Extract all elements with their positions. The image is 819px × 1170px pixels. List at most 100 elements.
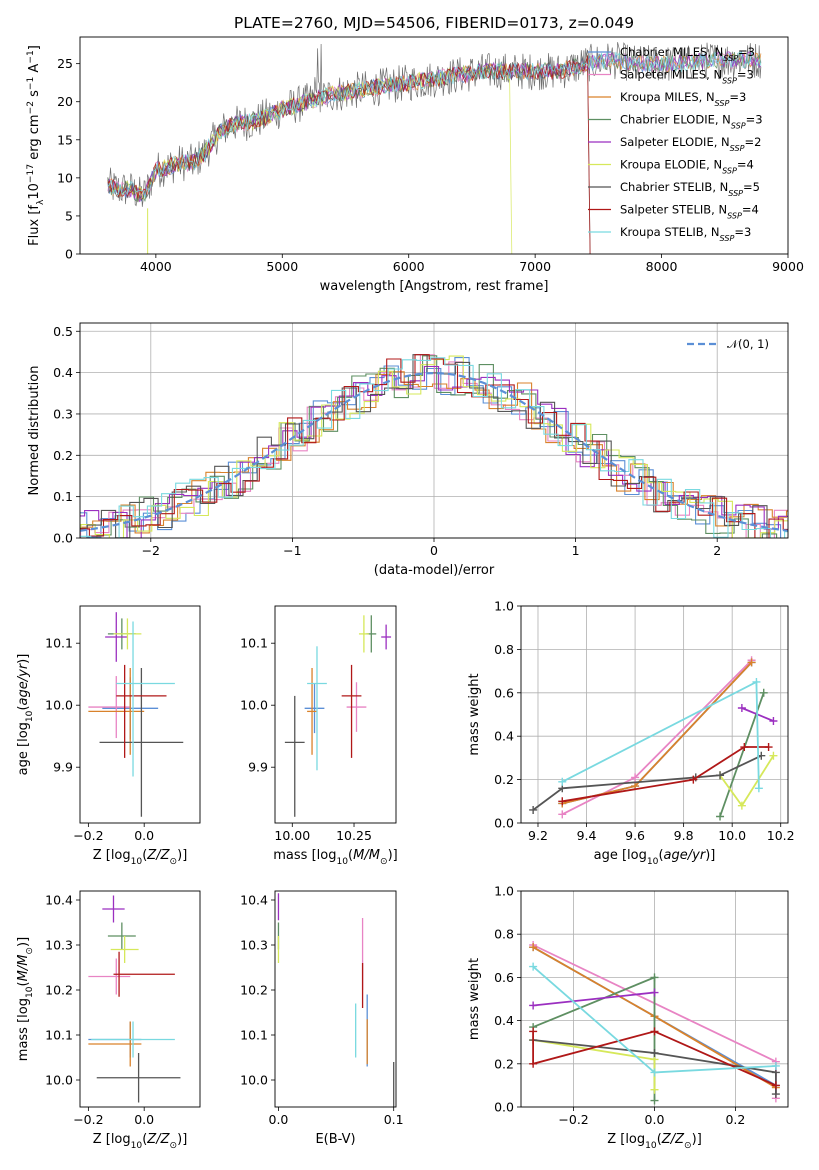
series-point-marker: [771, 1081, 780, 1090]
x-axis-label: Z [log10(Z/Z⊙)]: [93, 848, 188, 867]
histogram-step-line: [80, 371, 788, 534]
x-axis-label: (data-model)/error: [374, 563, 495, 578]
series-point-marker: [558, 777, 567, 786]
x-tick-label: −0.2: [558, 1112, 588, 1127]
axes-frame: [79, 322, 789, 539]
series-point-marker: [752, 677, 761, 686]
y-tick-label: 0.6: [494, 970, 514, 985]
observed-spectrum-line: [107, 42, 762, 207]
histogram-step-line: [80, 355, 788, 538]
x-tick-label: 9.8: [674, 828, 694, 843]
y-tick-label: 0.6: [494, 685, 514, 700]
x-tick-label: 10.2: [767, 828, 795, 843]
y-tick-label: 0.2: [53, 448, 73, 463]
series-point-marker: [769, 751, 778, 760]
y-tick-label: 0.0: [494, 1100, 514, 1115]
series-point-marker: [740, 743, 749, 752]
legend-label: Chabrier STELIB, NSSP=5: [620, 180, 760, 198]
y-tick-label: 10.1: [240, 636, 268, 651]
y-tick-label: 0.5: [53, 324, 73, 339]
y-tick-label: 0.1: [53, 489, 73, 504]
x-tick-label: 0.1: [384, 1112, 404, 1127]
y-tick-label: 10.4: [45, 893, 73, 908]
x-tick-label: 8000: [646, 259, 678, 274]
axes-frame: [79, 890, 201, 1108]
y-tick-label: 0.0: [53, 531, 73, 546]
legend-label: Salpeter STELIB, NSSP=4: [620, 203, 759, 221]
y-tick-label: 10.0: [45, 1073, 73, 1088]
axes-frame: [79, 605, 201, 824]
x-axis-label: Z [log10(Z/Z⊙)]: [93, 1132, 188, 1151]
gaussian-reference-line: [80, 371, 788, 532]
y-axis-label: Flux [fλ10−17 erg cm−2 s−1 A−1]: [26, 45, 46, 246]
legend-label: Kroupa STELIB, NSSP=3: [620, 225, 751, 243]
mass-weight-vs-z-panel: −0.2 0.0 0.2 0.0 0.2 0.4 0.6 0.8 1.0 Z [log10(Z/Z…: [467, 884, 789, 1151]
series-line: [532, 1030, 777, 1087]
x-axis-label: age [log10(age/yr)]: [594, 848, 716, 867]
y-tick-label: 0.4: [494, 729, 514, 744]
axes-frame: [274, 605, 397, 824]
series-line: [532, 976, 656, 1101]
y-tick-label: 0.0: [494, 816, 514, 831]
y-axis-label: mass [log10(M/M⊙)]: [16, 937, 35, 1061]
x-tick-label: 10.00: [274, 828, 310, 843]
mass-vs-z-panel: −0.2 0.0 10.0 10.1 10.2 10.3 10.4 Z [log10(Z/Z⊙…: [16, 890, 201, 1151]
y-tick-label: 0.8: [494, 927, 514, 942]
x-tick-label: 9.4: [577, 828, 597, 843]
x-tick-label: 0: [430, 543, 438, 558]
series-point-marker: [529, 1001, 538, 1010]
series-point-marker: [529, 1059, 538, 1068]
series-point-marker: [689, 775, 698, 784]
x-axis-label: Z [log10(Z/Z⊙)]: [607, 1132, 702, 1151]
y-tick-label: 10.3: [240, 938, 268, 953]
series-point-marker: [747, 658, 756, 667]
y-tick-label: 9.9: [53, 760, 73, 775]
x-tick-label: 9.6: [625, 828, 645, 843]
y-tick-label: 10.1: [240, 1028, 268, 1043]
y-tick-label: 1.0: [494, 599, 514, 614]
chart-title: PLATE=2760, MJD=54506, FIBERID=0173, z=0…: [234, 14, 634, 32]
y-tick-label: 10: [57, 170, 73, 185]
y-axis-label: mass weight: [467, 958, 482, 1040]
series-point-marker: [759, 688, 768, 697]
series-line: [533, 991, 655, 1007]
x-tick-label: 4000: [140, 259, 172, 274]
x-tick-label: 0.0: [269, 1112, 289, 1127]
series-point-marker: [529, 943, 538, 952]
y-tick-label: 25: [57, 56, 73, 71]
y-tick-label: 10.4: [240, 893, 268, 908]
y-tick-label: 0.4: [494, 1013, 514, 1028]
x-tick-label: 10.25: [336, 828, 372, 843]
series-point-marker: [631, 773, 640, 782]
x-tick-label: −0.2: [73, 1112, 103, 1127]
x-tick-label: 9.2: [528, 828, 548, 843]
series-point-marker: [754, 784, 763, 793]
x-tick-label: −1: [283, 543, 301, 558]
y-tick-label: 10.0: [240, 698, 268, 713]
y-axis-label: mass weight: [467, 673, 482, 755]
x-tick-label: 6000: [393, 259, 425, 274]
mass-weight-vs-age-panel: 9.2 9.4 9.6 9.8 10.0 10.2 0.0 0.2 0.4 0.6 0.8 1.0 ag…: [467, 599, 795, 868]
legend-label-gaussian: 𝒩(0, 1): [727, 337, 769, 351]
series-point-marker: [650, 1085, 659, 1094]
series-line: [561, 659, 753, 816]
y-axis-label: Normed distribution: [27, 366, 42, 496]
axes-frame: [79, 36, 789, 255]
histogram-step-line: [80, 354, 788, 538]
x-axis-label: mass [log10(M/M⊙)]: [273, 848, 397, 867]
legend-label: Kroupa ELODIE, NSSP=4: [620, 158, 754, 176]
x-tick-label: 10.0: [718, 828, 746, 843]
axes-frame: [274, 890, 397, 1108]
series-line: [561, 680, 760, 789]
y-tick-label: 0.2: [494, 772, 514, 787]
series-point-marker: [529, 962, 538, 971]
x-tick-label: 0.0: [134, 828, 154, 843]
series-line: [562, 746, 769, 803]
series-point-marker: [771, 1090, 780, 1099]
y-tick-label: 0.8: [494, 642, 514, 657]
y-tick-label: 10.2: [240, 983, 268, 998]
histogram-step-line: [80, 355, 788, 538]
x-tick-label: 0.0: [134, 1112, 154, 1127]
series-point-marker: [529, 805, 538, 814]
y-tick-label: 0: [65, 247, 73, 262]
